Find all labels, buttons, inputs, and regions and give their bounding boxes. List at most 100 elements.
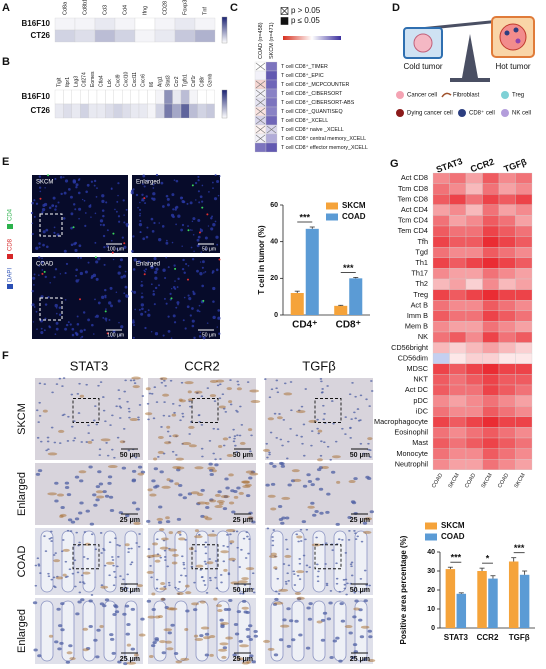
texture — [276, 577, 280, 580]
texture — [220, 495, 230, 499]
texture — [79, 271, 84, 276]
column-label: COAD (n=458) — [258, 22, 264, 59]
heatmap-cell — [498, 215, 516, 227]
texture — [145, 235, 149, 239]
legend-label: SKCM — [342, 201, 366, 210]
texture — [150, 576, 153, 579]
texture — [123, 214, 125, 216]
texture — [94, 212, 97, 215]
heatmap-cell — [138, 103, 148, 119]
heatmap-cell — [432, 427, 450, 439]
heatmap-cell — [515, 448, 533, 460]
texture — [191, 307, 194, 310]
texture — [269, 462, 274, 466]
texture — [273, 653, 279, 657]
heatmap-cell — [432, 416, 450, 428]
texture — [118, 397, 121, 400]
texture — [97, 301, 101, 305]
texture — [43, 535, 46, 538]
texture — [177, 214, 181, 218]
texture — [112, 612, 117, 616]
texture — [71, 333, 75, 337]
texture — [138, 404, 142, 406]
texture — [320, 380, 323, 383]
heatmap-cell — [432, 247, 450, 258]
nonsignificant-cross — [255, 62, 266, 71]
texture — [66, 529, 70, 532]
texture — [84, 542, 91, 546]
texture — [37, 469, 43, 473]
heatmap-cell — [515, 204, 533, 216]
texture — [305, 646, 311, 650]
heatmap-cell — [432, 353, 450, 364]
texture — [304, 538, 307, 541]
texture — [344, 552, 348, 554]
texture — [148, 392, 152, 395]
heatmap-cell — [172, 103, 182, 119]
texture — [194, 535, 203, 539]
texture — [224, 477, 229, 481]
texture — [152, 290, 155, 293]
texture — [194, 637, 204, 641]
heatmap-cell — [122, 103, 131, 119]
texture — [152, 542, 159, 546]
texture — [242, 537, 246, 540]
texture — [236, 486, 241, 490]
heatmap-cell — [498, 416, 516, 428]
texture — [354, 600, 368, 662]
nonsignificant-cross — [255, 98, 266, 107]
texture — [112, 258, 115, 261]
texture — [75, 186, 78, 189]
texture — [165, 640, 172, 644]
heatmap-cell — [498, 289, 516, 301]
texture — [318, 487, 324, 491]
texture — [269, 431, 273, 434]
texture — [168, 435, 172, 437]
texture — [210, 227, 214, 231]
texture — [204, 653, 210, 657]
texture — [99, 532, 103, 534]
texture — [214, 505, 223, 509]
texture — [160, 381, 164, 384]
texture — [250, 434, 253, 437]
texture — [162, 414, 166, 417]
heatmap-cell — [515, 437, 533, 449]
texture — [75, 612, 80, 616]
texture — [236, 387, 243, 391]
heatmap-cell — [54, 103, 64, 119]
texture — [217, 609, 223, 613]
texture — [193, 250, 195, 253]
texture — [223, 568, 228, 572]
texture — [182, 561, 185, 564]
row-label: T cell CD8⁺ naive _XCELL — [281, 127, 344, 133]
texture — [74, 517, 80, 521]
texture — [183, 296, 186, 299]
texture — [189, 229, 192, 231]
texture — [180, 555, 184, 558]
texture — [99, 381, 103, 384]
texture — [281, 444, 284, 447]
texture — [140, 295, 144, 299]
texture — [249, 450, 252, 453]
panel-label: C — [230, 2, 238, 14]
texture — [354, 395, 357, 398]
texture — [348, 529, 351, 532]
texture — [245, 494, 251, 498]
texture — [340, 619, 346, 623]
heatmap-cell — [164, 103, 173, 119]
texture — [249, 389, 260, 393]
texture — [38, 401, 41, 404]
texture — [70, 243, 74, 247]
texture — [119, 575, 122, 578]
heatmap-cell — [74, 17, 96, 31]
texture — [320, 440, 323, 443]
heatmap-cell — [449, 215, 467, 227]
row-label: Act DC — [405, 385, 428, 394]
texture — [191, 258, 195, 261]
texture — [252, 591, 256, 594]
texture — [152, 417, 156, 420]
texture — [104, 598, 110, 602]
texture — [291, 600, 305, 662]
texture — [362, 521, 368, 525]
texture — [332, 639, 338, 643]
